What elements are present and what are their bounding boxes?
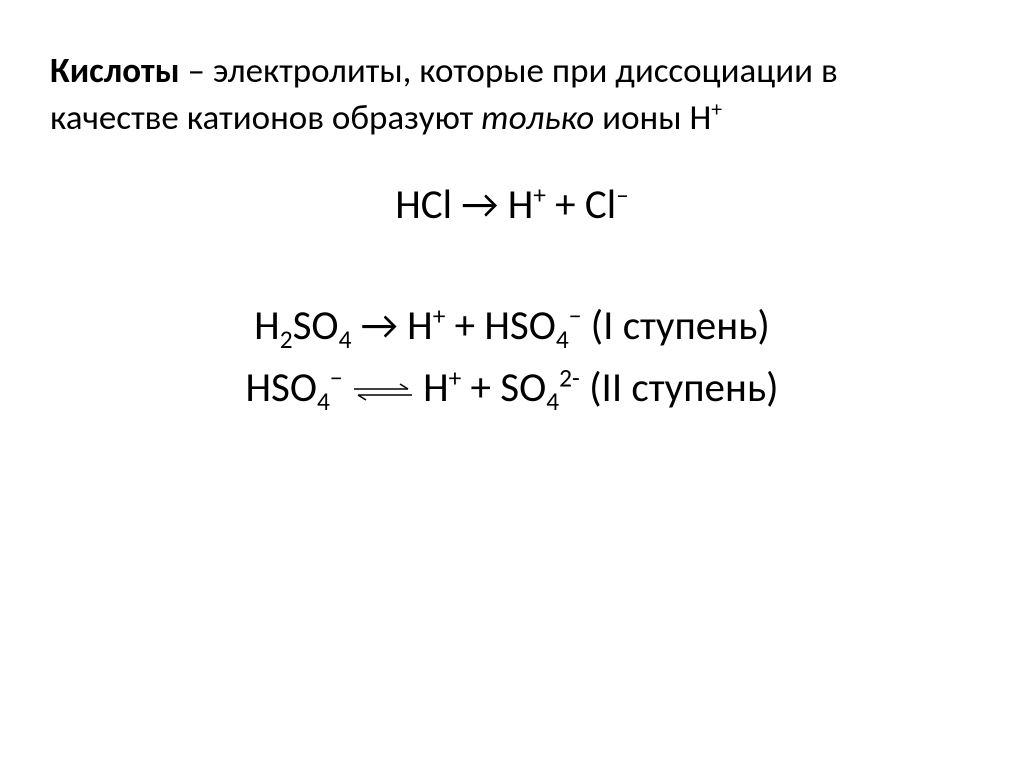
eq2-hso4-sub: 4 (556, 324, 569, 355)
eq1-lhs: HCl (395, 180, 452, 230)
h-plus-charge: + (711, 96, 722, 123)
eq1-h-sup: + (533, 179, 546, 210)
dash: – (180, 50, 213, 92)
slide: Кислоты – электролиты, которые при диссо… (0, 0, 1024, 767)
definition-paragraph: Кислоты – электролиты, которые при диссо… (50, 48, 974, 143)
eq1-plus: + (546, 180, 585, 230)
equations-block: HCl → H+ + Cl– H2SO4 → H+ + HSO4− (I сту… (50, 175, 974, 422)
eq3-note: (II ступень) (580, 363, 779, 413)
eq2-note: (I ступень) (581, 301, 769, 351)
equation-hcl: HCl → H+ + Cl– (50, 175, 974, 237)
eq1-arrow: → (452, 180, 508, 230)
eq3-so4-sup: 2- (559, 362, 580, 393)
term-acids: Кислоты (50, 50, 180, 92)
eq2-so: SO (293, 301, 339, 351)
eq2-sub2: 2 (280, 324, 293, 355)
equation-h2so4-step2: HSO4− H+ + SO42- (II ступень) (50, 358, 974, 422)
equilibrium-arrow-icon (352, 360, 414, 422)
eq2-h: H (254, 301, 280, 351)
eq2-plus: + (445, 301, 484, 351)
eq2-hso4-sup: − (569, 300, 582, 331)
eq3-hplus: H (414, 363, 449, 413)
eq2-arrow: → (351, 301, 407, 351)
eq3-hso4: HSO (245, 363, 317, 413)
eq2-hplus: H (407, 301, 433, 351)
eq3-hso4-sup: − (330, 362, 343, 393)
eq2-sub4: 4 (339, 324, 352, 355)
eq3-hplus-sup: + (449, 362, 462, 393)
only-word: только (481, 97, 594, 139)
eq2-hso4: HSO (484, 301, 556, 351)
eq1-h: H (508, 180, 534, 230)
spacer (50, 236, 974, 296)
eq1-cl-sup: – (616, 179, 629, 210)
definition-body-2: ионы H (594, 97, 711, 139)
eq3-so4: SO (500, 363, 546, 413)
eq2-hplus-sup: + (433, 300, 446, 331)
equation-h2so4-step1: H2SO4 → H+ + HSO4− (I ступень) (50, 296, 974, 358)
eq3-so4-sub: 4 (546, 386, 559, 417)
eq3-hso4-sub: 4 (317, 386, 330, 417)
eq3-plus: + (461, 363, 500, 413)
eq1-cl: Cl (585, 180, 616, 230)
